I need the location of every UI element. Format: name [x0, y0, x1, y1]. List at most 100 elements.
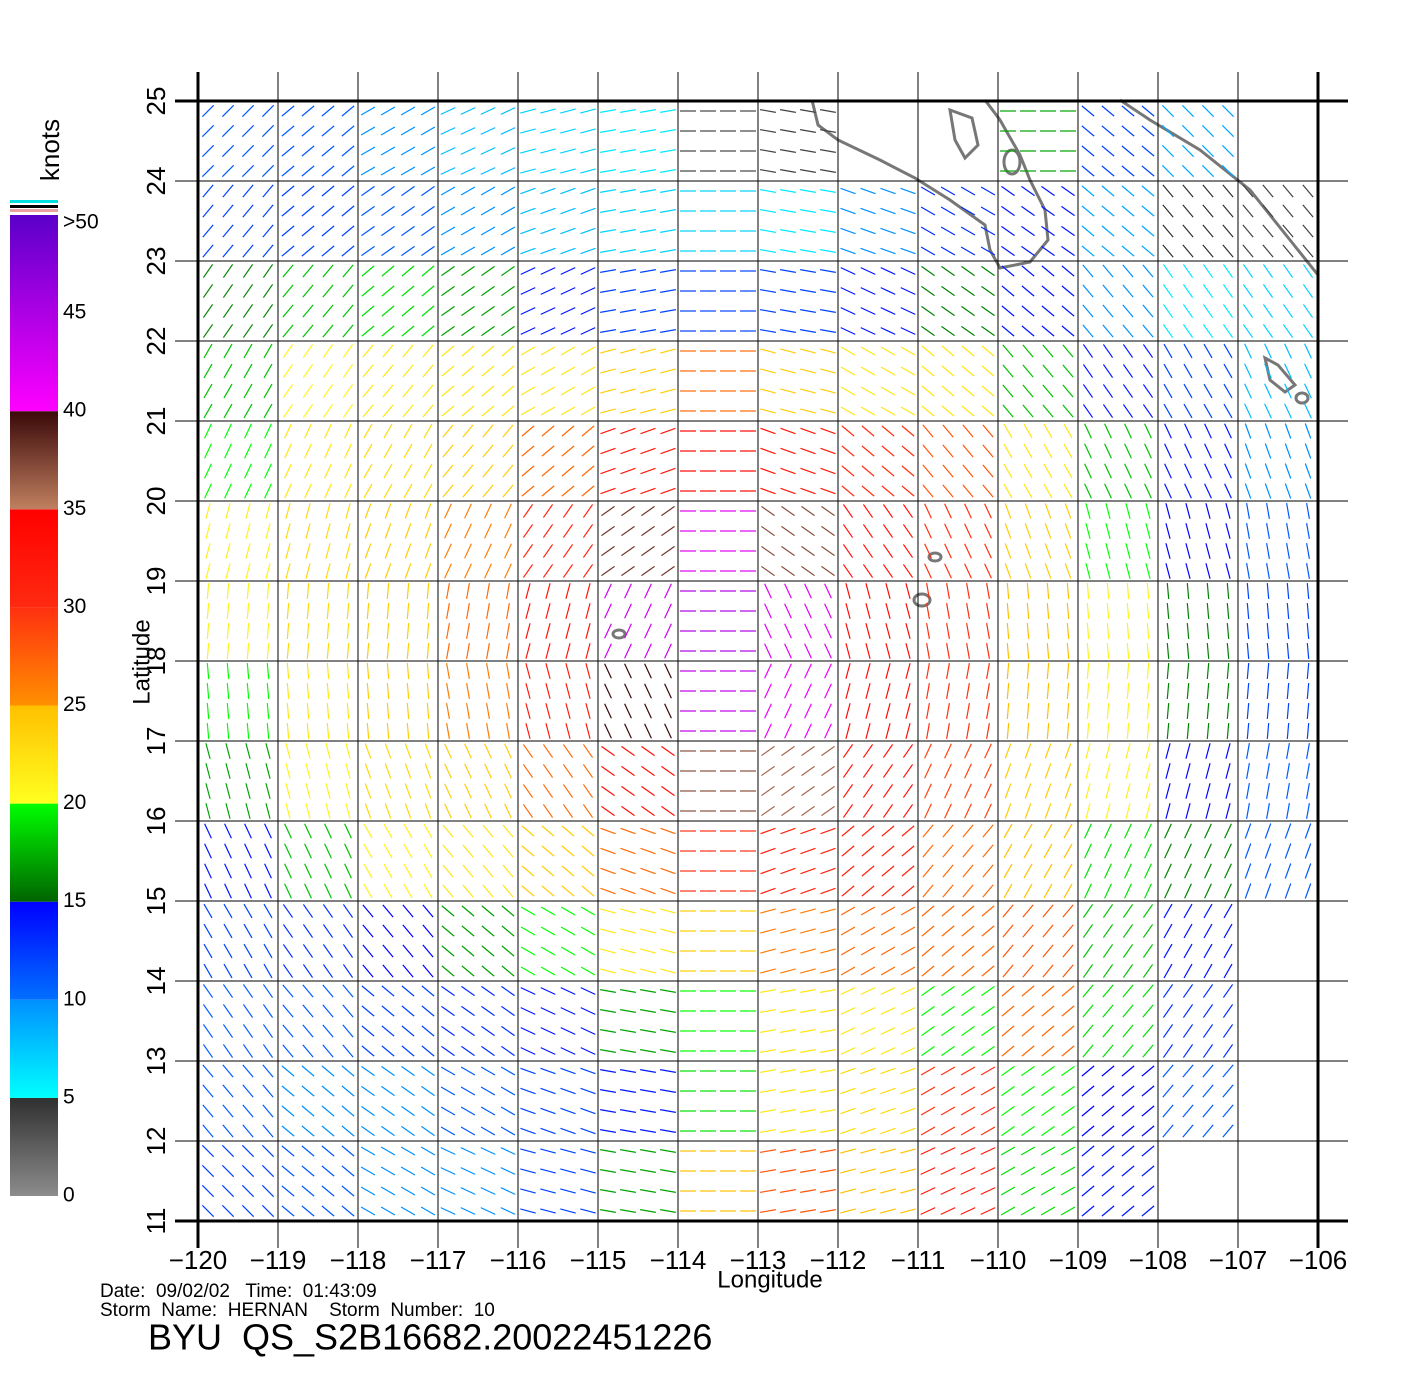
- wind-stick: [480, 1167, 496, 1175]
- wind-stick: [403, 443, 413, 459]
- wind-stick: [620, 388, 636, 394]
- wind-stick: [381, 985, 395, 997]
- wind-stick: [542, 764, 554, 778]
- wind-stick: [600, 209, 616, 213]
- wind-stick: [804, 623, 812, 639]
- wind-stick: [1224, 423, 1232, 439]
- wind-stick: [366, 582, 370, 600]
- wind-stick: [1002, 964, 1014, 978]
- wind-stick: [306, 722, 310, 740]
- wind-stick: [1064, 503, 1072, 519]
- wind-stick: [480, 1207, 496, 1215]
- island: [1262, 355, 1298, 394]
- wind-stick: [821, 565, 835, 577]
- wind-stick: [484, 743, 492, 759]
- wind-stick: [442, 864, 454, 878]
- wind-stick: [1044, 763, 1052, 779]
- wind-stick: [1184, 823, 1192, 839]
- wind-stick: [241, 104, 255, 118]
- wind-stick: [481, 945, 495, 957]
- wind-stick: [942, 484, 954, 498]
- wind-stick: [1064, 543, 1072, 559]
- wind-stick: [800, 1029, 816, 1033]
- wind-stick: [1282, 324, 1294, 338]
- wind-stick: [1284, 883, 1292, 899]
- wind-stick: [1201, 104, 1215, 118]
- wind-stick: [244, 823, 252, 839]
- wind-stick: [246, 702, 250, 720]
- wind-stick: [861, 825, 875, 837]
- wind-stick: [981, 965, 995, 977]
- wind-stick: [800, 1089, 816, 1093]
- wind-stick: [966, 623, 970, 639]
- wind-stick: [426, 722, 430, 740]
- wind-stick: [1001, 1065, 1015, 1077]
- wind-stick: [641, 565, 655, 577]
- wind-stick: [1264, 363, 1272, 379]
- wind-stick: [480, 246, 496, 256]
- wind-stick: [560, 168, 576, 174]
- wind-stick: [346, 622, 350, 640]
- wind-stick: [641, 505, 655, 517]
- wind-stick: [1121, 1165, 1135, 1177]
- wind-stick: [361, 185, 375, 197]
- wind-stick: [862, 764, 874, 778]
- wind-stick: [540, 386, 556, 396]
- wind-stick: [1066, 662, 1070, 680]
- wind-stick: [1282, 304, 1294, 318]
- wind-stick: [1184, 443, 1192, 459]
- wind-stick: [664, 583, 672, 599]
- wind-stick: [402, 344, 414, 358]
- wind-stick: [1042, 384, 1054, 398]
- wind-stick: [944, 503, 952, 519]
- wind-stick: [1246, 642, 1250, 660]
- wind-stick: [1084, 863, 1092, 879]
- wind-stick: [203, 363, 213, 379]
- wind-stick: [580, 227, 596, 235]
- wind-stick: [501, 385, 515, 397]
- wind-stick: [242, 1064, 254, 1078]
- wind-stick: [1102, 904, 1114, 918]
- wind-stick: [361, 1005, 375, 1017]
- colorbar-cap: [10, 209, 58, 212]
- wind-stick: [1145, 543, 1151, 559]
- wind-stick: [506, 723, 510, 739]
- wind-stick: [845, 643, 851, 659]
- wind-stick: [900, 1047, 916, 1055]
- wind-stick: [900, 966, 916, 976]
- wind-stick: [1222, 1044, 1234, 1058]
- wind-stick: [620, 289, 636, 293]
- x-tick-label: −120: [169, 1245, 228, 1275]
- wind-stick: [560, 287, 576, 295]
- wind-stick: [820, 1149, 836, 1153]
- wind-stick: [824, 603, 832, 619]
- wind-stick: [1222, 984, 1234, 998]
- wind-stick: [862, 524, 874, 538]
- wind-stick: [840, 1148, 856, 1154]
- wind-stick: [820, 229, 836, 233]
- wind-stick: [621, 805, 635, 817]
- wind-stick: [481, 1045, 495, 1057]
- wind-stick: [1066, 582, 1070, 600]
- wind-stick: [540, 966, 556, 976]
- wind-stick: [383, 883, 393, 899]
- wind-stick: [600, 1089, 616, 1093]
- wind-stick: [960, 1086, 976, 1096]
- wind-stick: [304, 443, 312, 459]
- wind-stick: [781, 805, 795, 817]
- wind-stick: [223, 943, 233, 959]
- wind-stick: [460, 1106, 476, 1116]
- wind-stick: [980, 246, 996, 256]
- wind-stick: [926, 683, 930, 699]
- wind-stick: [1001, 225, 1015, 237]
- colorbar-tick-label: 10: [63, 987, 86, 1010]
- wind-stick: [401, 285, 415, 297]
- wind-stick: [461, 985, 475, 997]
- wind-stick: [364, 523, 372, 539]
- wind-stick: [366, 662, 370, 680]
- wind-stick: [860, 1107, 876, 1115]
- wind-stick: [941, 305, 955, 317]
- wind-stick: [205, 783, 211, 799]
- wind-stick: [620, 827, 636, 835]
- wind-stick: [800, 149, 816, 153]
